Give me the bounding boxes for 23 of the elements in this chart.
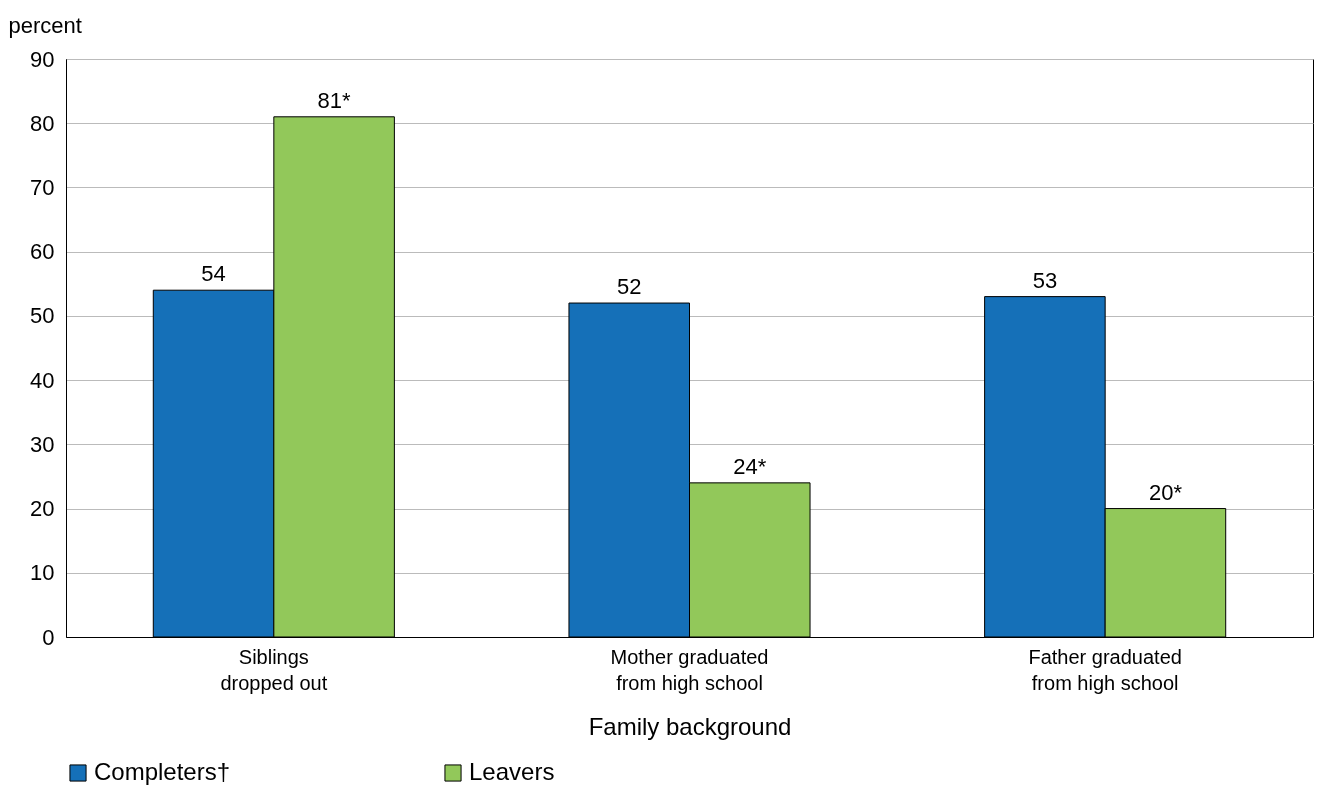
y-tick-label: 90 bbox=[30, 46, 55, 72]
y-tick-label: 10 bbox=[30, 560, 55, 586]
data-label: 81* bbox=[317, 87, 352, 113]
data-label: 20* bbox=[1148, 479, 1183, 505]
legend-label: Leavers bbox=[469, 758, 555, 785]
legend-label: Completers† bbox=[94, 758, 231, 785]
data-label: 52 bbox=[616, 274, 642, 300]
y-axis-title: percent bbox=[8, 12, 82, 38]
y-tick-label: 40 bbox=[30, 367, 55, 393]
x-tick-label: Father graduated from high school bbox=[1028, 645, 1182, 694]
y-tick-label: 60 bbox=[30, 239, 55, 265]
x-tick-label: Mother graduated from high school bbox=[610, 645, 769, 694]
y-tick-label: 70 bbox=[30, 174, 55, 200]
x-tick-label: Siblings dropped out bbox=[220, 645, 328, 694]
data-label: 53 bbox=[1032, 267, 1058, 293]
y-tick-label: 50 bbox=[30, 303, 55, 329]
y-tick-label: 20 bbox=[30, 496, 55, 522]
y-tick-label: 30 bbox=[30, 431, 55, 457]
y-tick-label: 0 bbox=[42, 624, 55, 650]
y-tick-label: 80 bbox=[30, 110, 55, 136]
data-label: 54 bbox=[201, 261, 226, 287]
x-axis-title: Family background bbox=[588, 712, 792, 740]
data-label: 24* bbox=[733, 453, 767, 479]
